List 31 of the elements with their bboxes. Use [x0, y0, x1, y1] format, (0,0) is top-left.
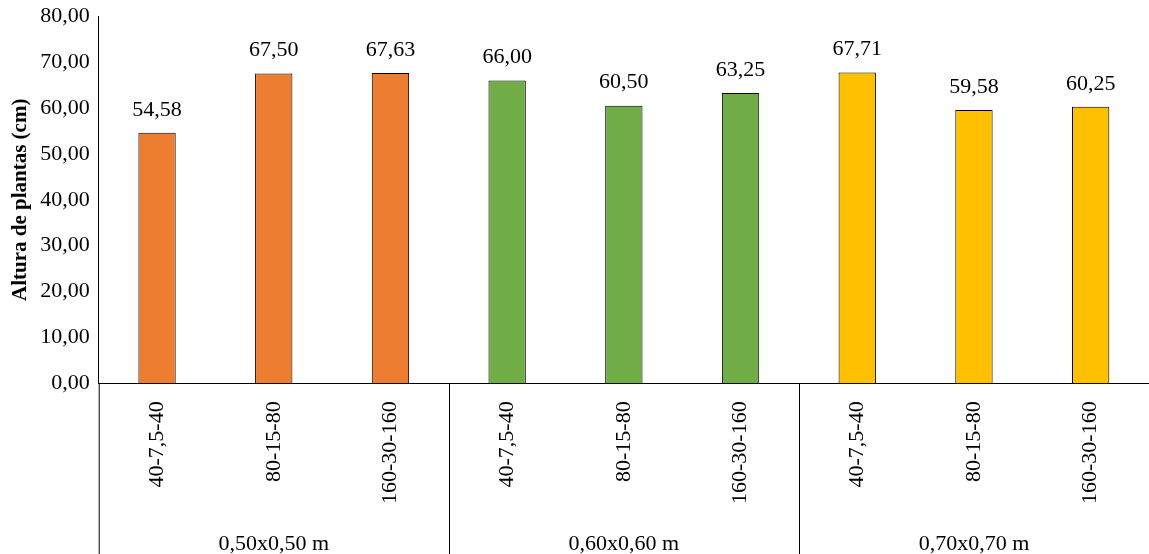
data-label: 63,25	[715, 55, 766, 81]
y-tick-label: 0,00	[51, 369, 90, 395]
x-tick-label: 40-7,5-40	[142, 401, 168, 488]
text: 0,50x0,50 m	[218, 530, 330, 554]
y-tick-label: 20,00	[40, 277, 90, 303]
y-tick-label: 40,00	[40, 185, 90, 211]
x-tick-label: 80-15-80	[959, 401, 985, 482]
data-label: 59,58	[949, 72, 999, 98]
data-label: 67,63	[365, 35, 416, 61]
y-tick-label: 70,00	[40, 47, 90, 73]
x-tick-label: 160-30-160	[376, 401, 402, 504]
x-tick-label: 160-30-160	[726, 401, 752, 504]
x-tick-label: 40-7,5-40	[843, 401, 869, 488]
y-tick-label: 60,00	[40, 93, 90, 119]
data-label: 60,50	[599, 68, 649, 94]
y-tick-label: 30,00	[40, 231, 90, 257]
data-label: 67,71	[832, 35, 882, 61]
data-label: 54,58	[132, 95, 182, 121]
x-tick-label: 80-15-80	[259, 401, 285, 482]
data-label: 66,00	[482, 43, 532, 69]
text: 0,70x0,70 m	[918, 530, 1030, 554]
x-tick-label: 80-15-80	[609, 401, 635, 482]
y-tick-label: 80,00	[40, 1, 90, 27]
x-tick-label: 160-30-160	[1076, 401, 1102, 504]
data-label: 67,50	[249, 36, 299, 62]
x-tick-label: 40-7,5-40	[492, 401, 518, 488]
y-tick-label: 10,00	[40, 323, 90, 349]
text: 0,60x0,60 m	[568, 530, 680, 554]
y-axis-title: Altura de plantas (cm)	[7, 98, 32, 301]
data-label: 60,25	[1065, 69, 1116, 95]
y-tick-label: 50,00	[40, 139, 90, 165]
